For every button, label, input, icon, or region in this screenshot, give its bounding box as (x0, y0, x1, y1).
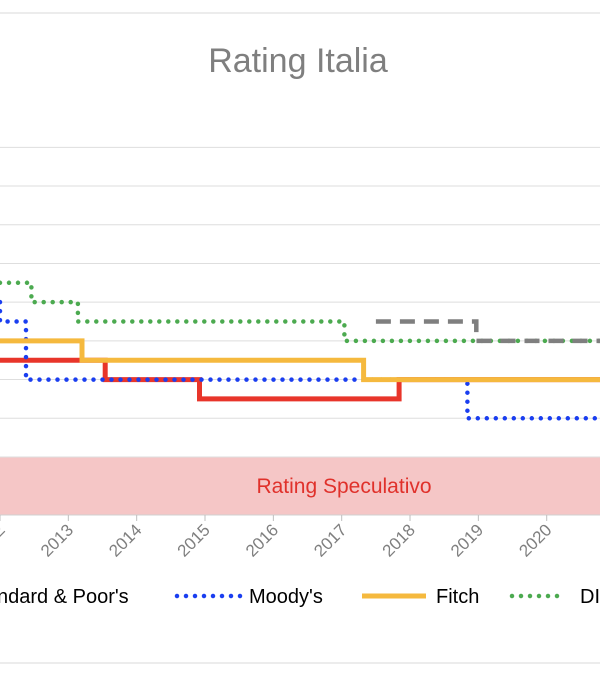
speculative-band (0, 456, 600, 515)
series-line-standard-poor-s (0, 357, 600, 402)
chart-title: Rating Italia (208, 42, 388, 80)
speculative-band-label: Rating Speculativo (256, 475, 431, 498)
legend-label: DI (580, 586, 600, 608)
series-line-fitch (0, 338, 600, 383)
legend-label: Moody's (249, 586, 323, 608)
series-line-unlabeled (375, 319, 600, 344)
legend-label: Fitch (436, 586, 479, 608)
series-line-moody-s (0, 299, 600, 421)
series-line-dbrs (0, 280, 600, 344)
legend-label: ndard & Poor's (0, 586, 129, 608)
